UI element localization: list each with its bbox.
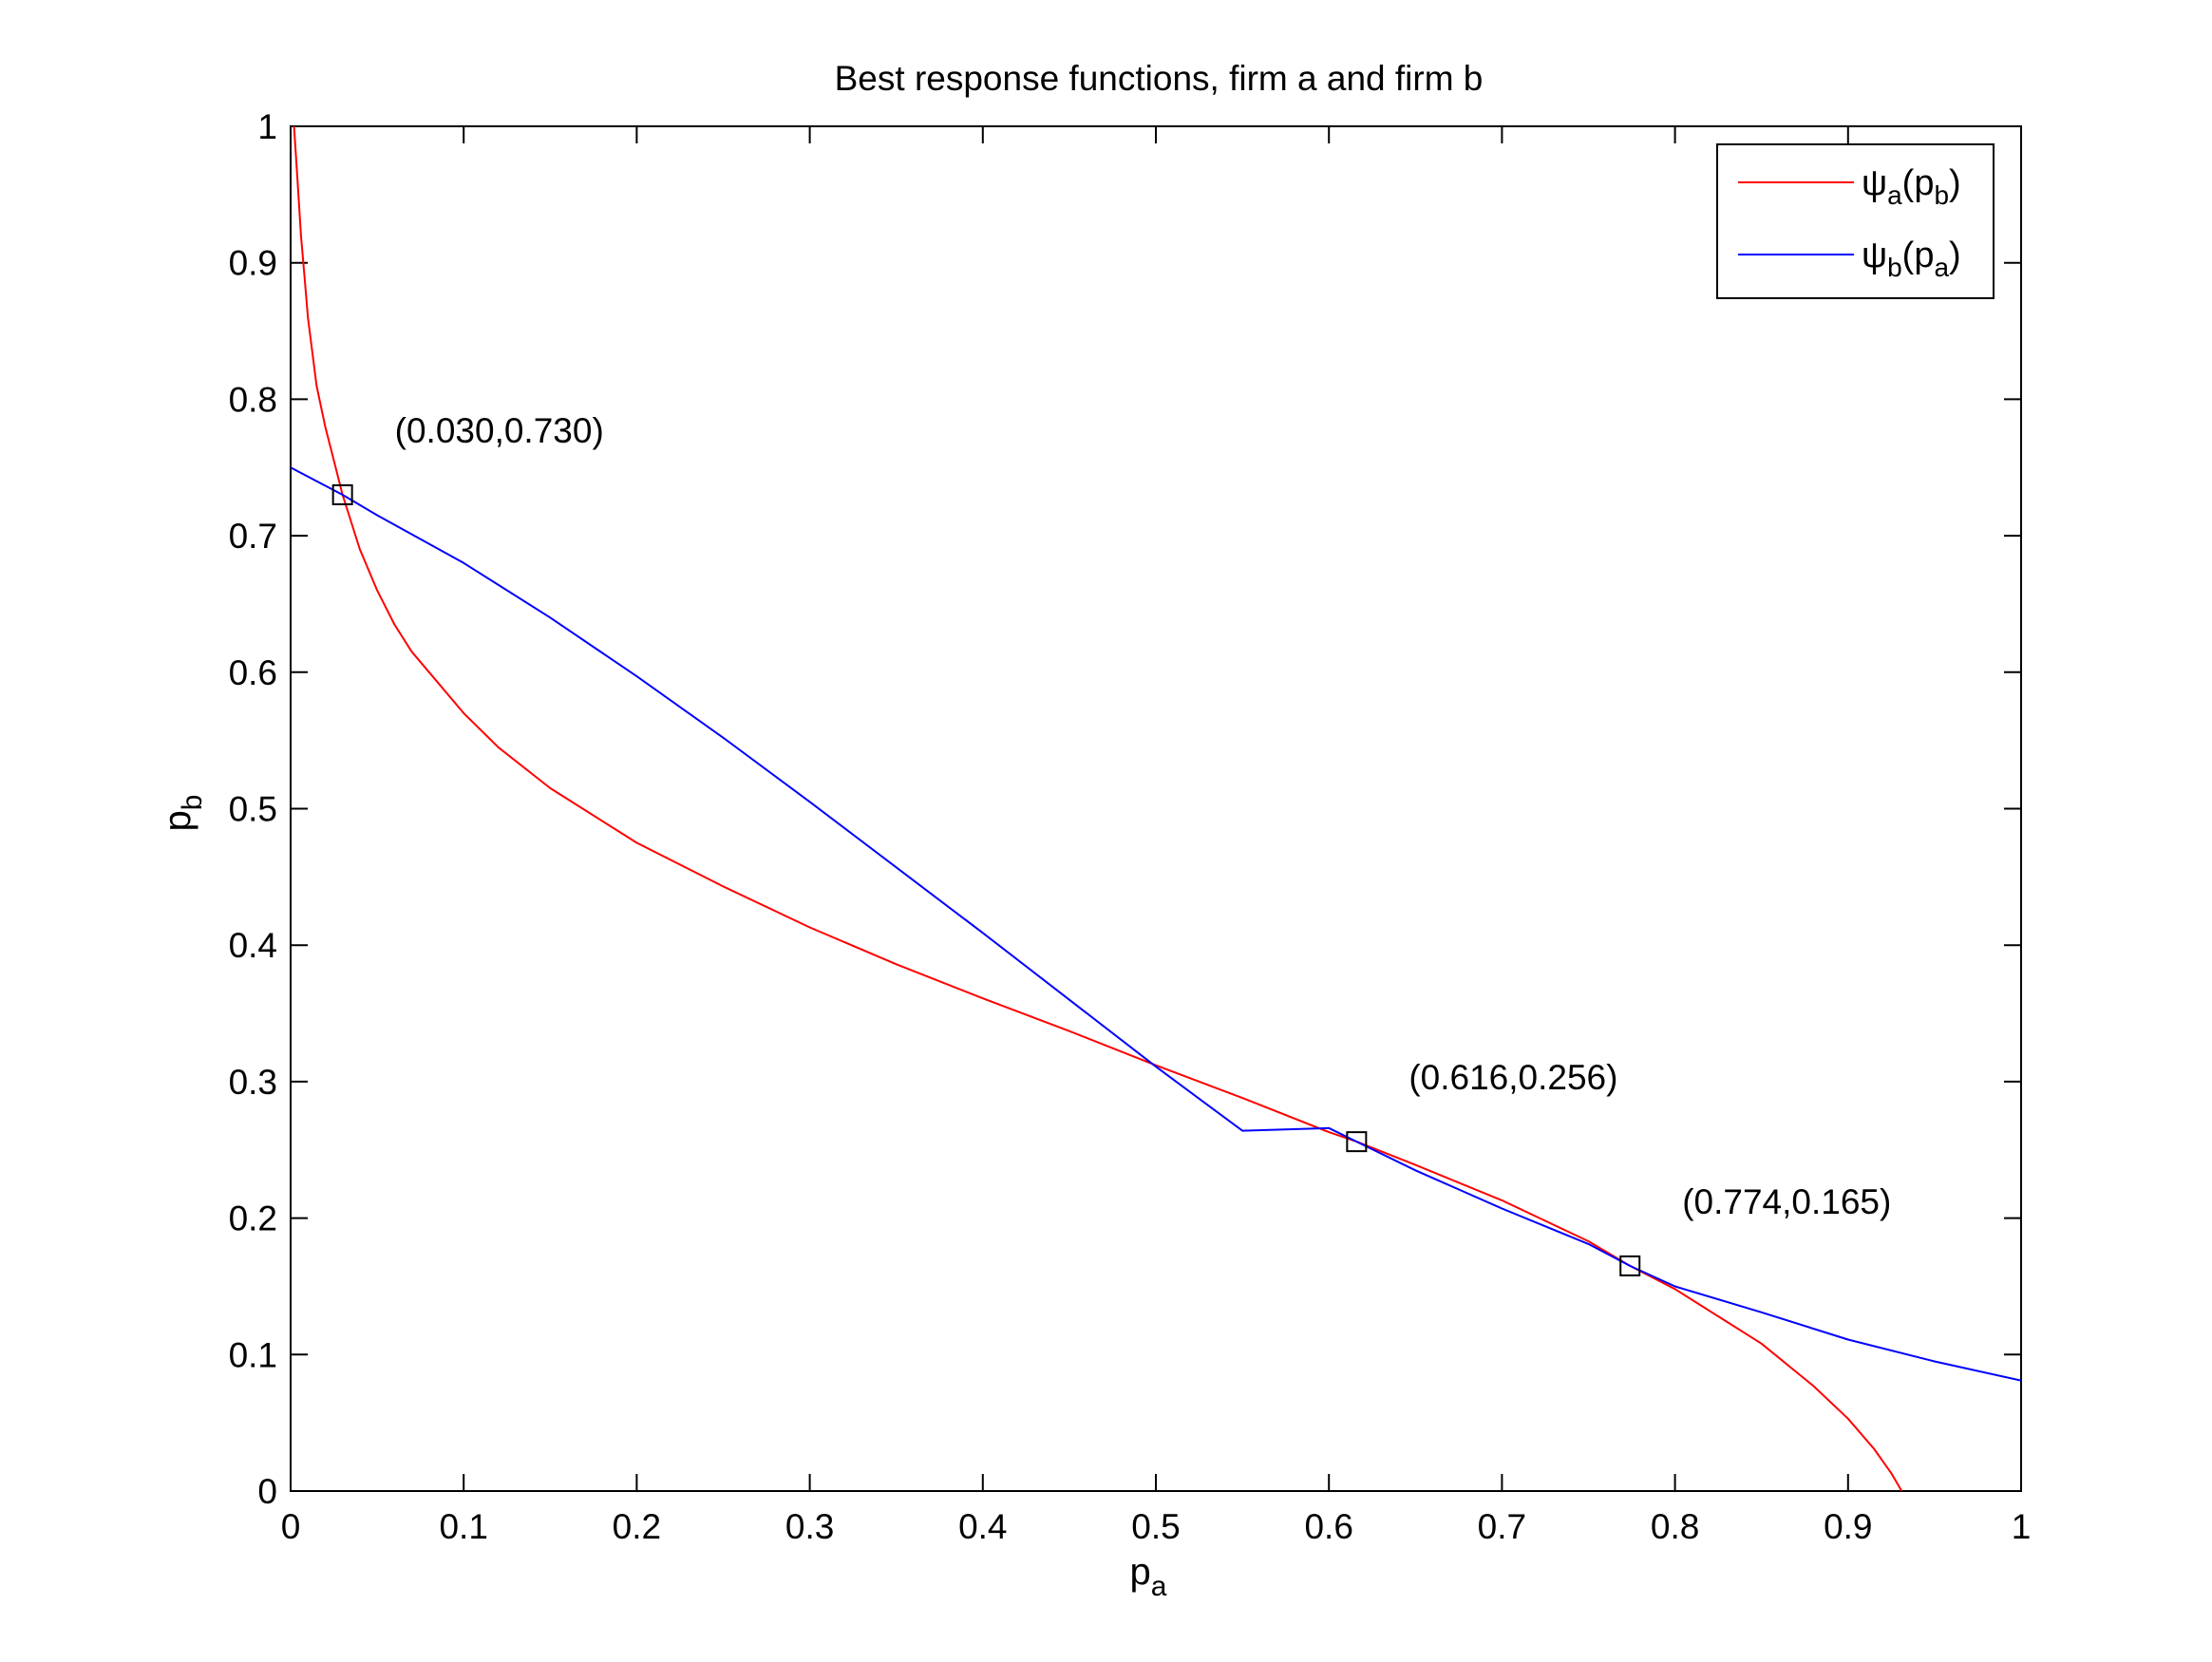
plot-area: 0 0.1 0.2 0.3 0.4 0.5 0.6 0.7 0.8 0.9 1 0 0.1 0.2 0.3 0… [229, 107, 2032, 1546]
series-line-psi-b [291, 466, 2021, 1382]
y-tick-label: 0.5 [229, 790, 277, 829]
x-tick-label: 0.7 [1478, 1507, 1526, 1546]
x-tick-label: 0.9 [1824, 1507, 1872, 1546]
intersection-marker [1619, 1255, 1641, 1276]
x-tick-label: 0.1 [439, 1507, 487, 1546]
y-tick-label: 0.2 [229, 1199, 277, 1238]
y-axis-label: pb [157, 795, 208, 832]
legend: ψa(pb) ψb(pa) [1716, 143, 1995, 299]
x-tick-label: 0.8 [1651, 1507, 1699, 1546]
x-axis-label: pa [1130, 1551, 1167, 1602]
x-tick-label: 1 [2012, 1507, 2032, 1546]
x-tick-label: 0.2 [613, 1507, 661, 1546]
y-tick-label: 0.7 [229, 517, 277, 556]
y-tick-label: 0.8 [229, 380, 277, 419]
x-tick-label: 0 [281, 1507, 301, 1546]
legend-label-psi-a: ψa(pb) [1862, 163, 1961, 210]
legend-box [1716, 143, 1995, 299]
x-tick-label: 0.6 [1304, 1507, 1352, 1546]
y-tick-label: 0.3 [229, 1063, 277, 1102]
y-tick-label: 0 [257, 1472, 277, 1511]
y-axis-label-sub: b [177, 795, 208, 811]
x-axis-label-base: p [1130, 1551, 1151, 1593]
x-tick-label: 0.4 [958, 1507, 1007, 1546]
series-line-psi-a [293, 126, 1903, 1491]
x-tick-label: 0.5 [1131, 1507, 1180, 1546]
legend-label-psi-b: ψb(pa) [1862, 236, 1961, 282]
y-tick-label: 0.1 [229, 1335, 277, 1374]
y-tick-label: 0.9 [229, 244, 277, 283]
axes-box [290, 125, 2022, 1492]
intersection-marker [331, 483, 353, 505]
y-tick-label: 1 [257, 107, 277, 146]
intersection-annotation: (0.616,0.256) [1408, 1058, 1617, 1097]
x-tick-label: 0.3 [785, 1507, 834, 1546]
x-axis-label-sub: a [1151, 1571, 1167, 1602]
y-tick-label: 0.6 [229, 653, 277, 692]
y-tick-label: 0.4 [229, 926, 277, 965]
chart-title: Best response functions, firm a and firm… [835, 59, 1484, 98]
intersection-annotation: (0.774,0.165) [1682, 1182, 1891, 1221]
intersection-marker [1346, 1131, 1368, 1153]
intersection-annotation: (0.030,0.730) [395, 411, 604, 450]
y-axis-label-base: p [157, 810, 199, 831]
